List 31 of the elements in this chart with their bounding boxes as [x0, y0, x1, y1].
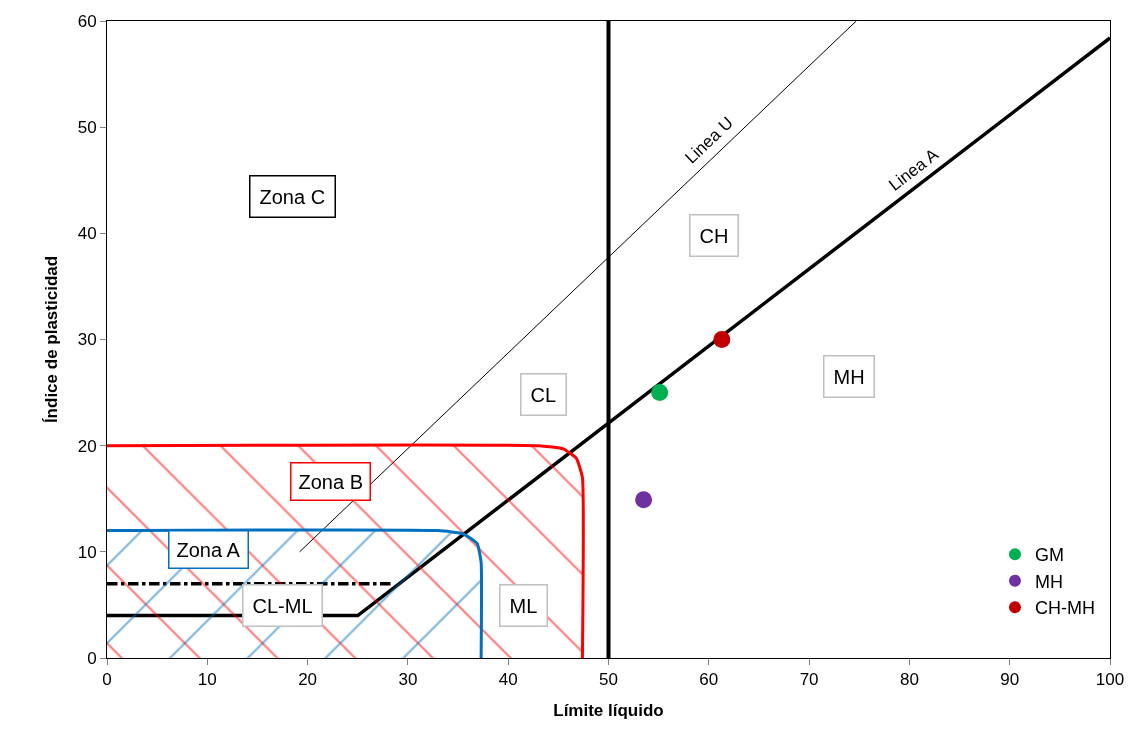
y-tick-label: 40 — [77, 224, 97, 244]
annotation: ML — [509, 594, 538, 617]
legend-label: CH-MH — [1034, 598, 1095, 619]
annotation: CH — [699, 224, 729, 247]
series-label: Zona A — [176, 538, 241, 561]
annotation: CL — [530, 383, 557, 406]
y-tick-label: 60 — [77, 11, 97, 31]
y-tick-label: 50 — [77, 118, 97, 138]
annotation: CL-ML — [252, 594, 313, 617]
x-tick-label: 100 — [1095, 670, 1125, 690]
x-axis-title: Límite líquido — [553, 700, 664, 720]
x-tick-label: 60 — [699, 670, 719, 690]
y-tick-label: 20 — [77, 436, 97, 456]
y-tick-label: 30 — [77, 330, 97, 350]
x-tick-label: 30 — [398, 670, 418, 690]
x-tick-label: 70 — [799, 670, 819, 690]
series-label: Zona B — [298, 470, 363, 493]
x-tick-label: 20 — [298, 670, 318, 690]
annotation: Zona C — [259, 185, 326, 208]
y-axis-title: Índice de plasticidad — [42, 255, 62, 424]
x-tick-label: 40 — [498, 670, 518, 690]
y-tick-label: 10 — [77, 542, 97, 562]
legend-label: GM — [1034, 545, 1064, 566]
y-tick-label: 0 — [87, 648, 97, 668]
x-tick-label: 10 — [197, 670, 217, 690]
legend-label: MH — [1034, 571, 1063, 592]
x-tick-label: 90 — [1000, 670, 1020, 690]
x-tick-label: 50 — [599, 670, 618, 690]
x-tick-label: 80 — [899, 670, 919, 690]
annotation: MH — [833, 365, 865, 388]
x-tick-label: 0 — [102, 670, 112, 690]
